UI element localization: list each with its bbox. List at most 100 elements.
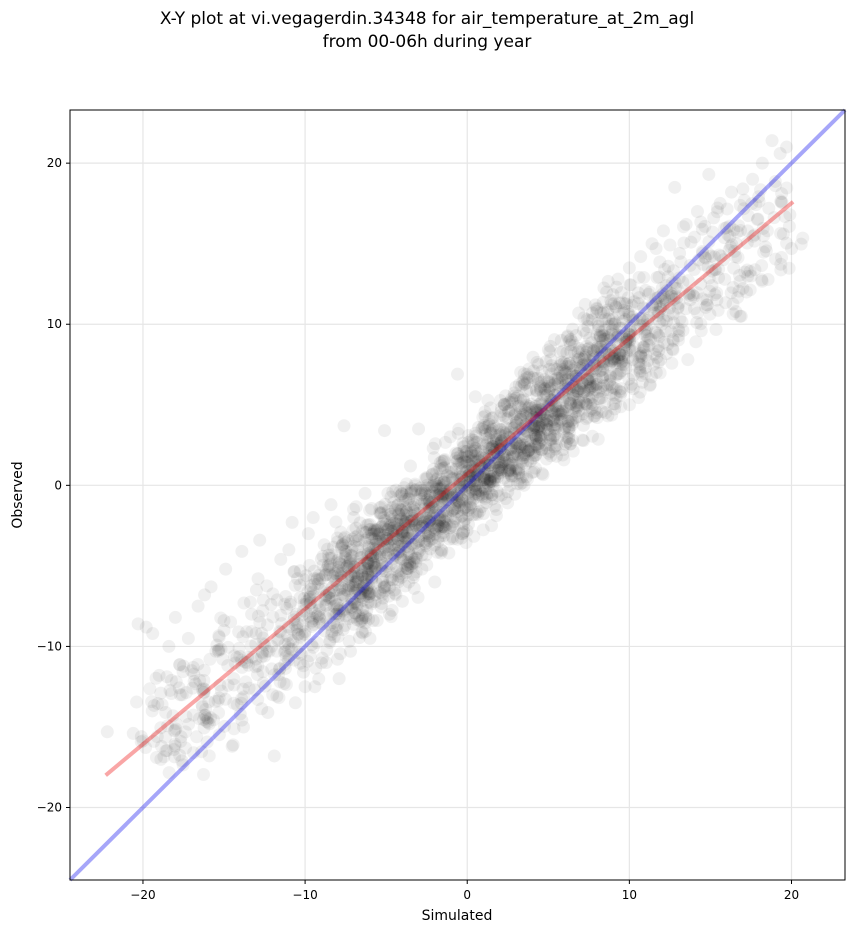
data-point (173, 658, 186, 671)
data-point (266, 587, 279, 600)
data-point (412, 591, 425, 604)
data-point (663, 239, 676, 252)
data-point (623, 398, 636, 411)
data-point (518, 378, 531, 391)
data-point (451, 368, 464, 381)
data-point (428, 575, 441, 588)
reference-lines (70, 110, 845, 880)
data-point (307, 511, 320, 524)
data-point (282, 543, 295, 556)
y-tick-label: −20 (37, 801, 62, 815)
data-point (732, 285, 745, 298)
data-point (385, 571, 398, 584)
data-point (775, 251, 788, 264)
data-point (302, 527, 315, 540)
data-point (568, 339, 581, 352)
data-point (591, 317, 604, 330)
data-point (437, 476, 450, 489)
data-point (360, 519, 373, 532)
data-point (586, 398, 599, 411)
data-point (192, 600, 205, 613)
data-point (710, 323, 723, 336)
data-point (523, 362, 536, 375)
data-point (661, 338, 674, 351)
data-point (542, 343, 555, 356)
data-point (182, 632, 195, 645)
data-point (315, 656, 328, 669)
data-point (278, 638, 291, 651)
data-point (253, 534, 266, 547)
data-point (397, 494, 410, 507)
data-point (780, 141, 793, 154)
data-point (567, 445, 580, 458)
data-point (469, 430, 482, 443)
data-point (490, 509, 503, 522)
data-point (235, 545, 248, 558)
data-point (363, 504, 376, 517)
data-point (665, 357, 678, 370)
data-point (657, 224, 670, 237)
data-point (736, 182, 749, 195)
data-point (533, 437, 546, 450)
data-point (634, 250, 647, 263)
data-point (560, 400, 573, 413)
data-point (658, 263, 671, 276)
data-point (219, 693, 232, 706)
data-point (347, 618, 360, 631)
data-point (780, 237, 793, 250)
data-point (333, 672, 346, 685)
data-point (305, 620, 318, 633)
data-point (459, 449, 472, 462)
data-point (200, 711, 213, 724)
data-point (766, 134, 779, 147)
data-point (477, 523, 490, 536)
data-point (488, 472, 501, 485)
data-point (210, 639, 223, 652)
data-point (169, 611, 182, 624)
data-point (255, 702, 268, 715)
data-point (599, 406, 612, 419)
data-point (694, 215, 707, 228)
data-point (146, 627, 159, 640)
data-point (179, 725, 192, 738)
data-point (689, 335, 702, 348)
data-point (619, 358, 632, 371)
data-point (378, 424, 391, 437)
data-point (280, 678, 293, 691)
data-point (157, 750, 170, 763)
data-point (227, 738, 240, 751)
data-point (746, 173, 759, 186)
data-point (503, 464, 516, 477)
data-point (156, 698, 169, 711)
data-point (548, 362, 561, 375)
data-point (268, 749, 281, 762)
data-point (404, 460, 417, 473)
data-point (198, 664, 211, 677)
data-point (532, 422, 545, 435)
data-point (385, 610, 398, 623)
data-point (409, 479, 422, 492)
data-point (650, 242, 663, 255)
y-tick-label: 10 (47, 317, 62, 331)
data-point (774, 263, 787, 276)
data-point (701, 298, 714, 311)
data-point (476, 411, 489, 424)
data-point (501, 496, 514, 509)
data-point (591, 329, 604, 342)
data-point (783, 220, 796, 233)
data-point (439, 436, 452, 449)
data-point (335, 588, 348, 601)
data-point (101, 725, 114, 738)
data-point (334, 647, 347, 660)
data-point (289, 579, 302, 592)
x-tick-label: 0 (463, 888, 471, 902)
data-point (604, 387, 617, 400)
data-point (633, 351, 646, 364)
data-point (442, 546, 455, 559)
data-point (214, 611, 227, 624)
data-point (160, 670, 173, 683)
data-point (398, 481, 411, 494)
data-point (573, 352, 586, 365)
data-point (431, 546, 444, 559)
